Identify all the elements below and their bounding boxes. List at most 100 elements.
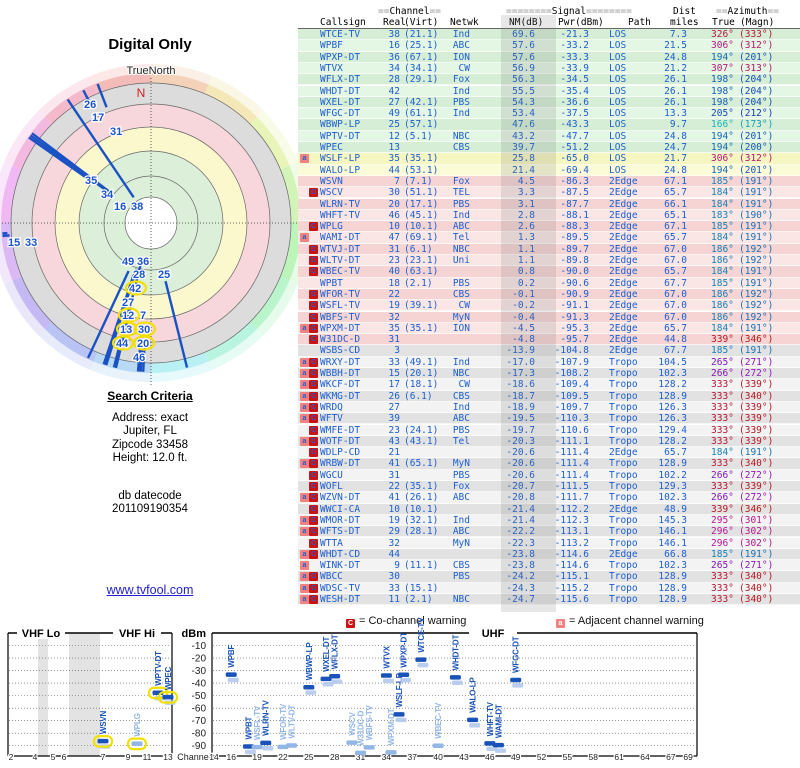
magnetic-azimuth-cell: (271°) bbox=[739, 560, 774, 572]
path-cell: Tropo bbox=[609, 379, 638, 391]
magnetic-azimuth-cell: (191°) bbox=[739, 322, 774, 334]
station-row: C WSFL-TV 19 (39.1) CW -0.2 -91.1 2Edge 67.0 186°… bbox=[298, 300, 800, 312]
distance-cell: 126.3 bbox=[658, 413, 687, 425]
virtual-channel-cell: (43.1) bbox=[404, 435, 439, 447]
dbm-tick-label: -50 bbox=[192, 691, 207, 702]
magnetic-azimuth-cell: (204°) bbox=[739, 96, 774, 108]
magnetic-azimuth-cell: (272°) bbox=[739, 368, 774, 379]
polar-spoke bbox=[142, 346, 146, 372]
magnetic-azimuth-cell: (339°) bbox=[739, 481, 774, 492]
path-cell: Tropo bbox=[609, 481, 638, 492]
tvfool-link[interactable]: www.tvfool.com bbox=[106, 583, 194, 597]
network-cell: Fox bbox=[452, 74, 470, 86]
station-row: WLRN-TV 20 (17.1) PBS 3.1 -87.7 2Edge 66.1 184° (… bbox=[298, 198, 800, 210]
signal-bar-shadow bbox=[305, 690, 317, 695]
network-cell: Ind bbox=[452, 209, 470, 221]
signal-bar bbox=[131, 741, 143, 746]
polar-rim-segment bbox=[90, 361, 151, 382]
virtual-channel-cell: (35.1) bbox=[404, 322, 439, 334]
signal-bar bbox=[363, 745, 375, 750]
real-channel-cell: 22 bbox=[388, 288, 400, 300]
polar-channel-label: 36 bbox=[137, 256, 149, 268]
path-cell: 2Edge bbox=[609, 288, 638, 300]
magnetic-azimuth-cell: (201°) bbox=[739, 130, 774, 142]
power-cell: -113.2 bbox=[554, 537, 589, 549]
station-row: a C WRXY-DT 33 (49.1) Ind -17.0 -107.9 Tropo 104.… bbox=[298, 356, 800, 368]
distance-cell: 21.2 bbox=[664, 62, 687, 74]
true-azimuth-cell: 333° bbox=[711, 390, 734, 402]
station-row: WPXP-DT 36 (67.1) ION 57.6 -33.3 LOS 24.8 194° (2… bbox=[298, 51, 800, 63]
co-channel-warning-badge: C bbox=[309, 301, 318, 311]
real-channel-cell: 9 bbox=[394, 560, 400, 572]
virtual-channel-cell: (26.1) bbox=[404, 492, 439, 504]
distance-cell: 67.0 bbox=[664, 243, 687, 255]
distance-cell: 146.1 bbox=[658, 537, 687, 549]
real-channel-cell: 10 bbox=[388, 503, 400, 515]
callsign-cell: WSVN bbox=[320, 175, 343, 187]
polar-label-highlight bbox=[132, 335, 156, 351]
uhf-channel-tick: 61 bbox=[614, 752, 624, 762]
distance-cell: 65.7 bbox=[664, 447, 687, 459]
power-cell: -111.4 bbox=[554, 447, 589, 459]
station-row: a C WBBH-DT 15 (20.1) NBC -17.3 -108.2 Tropo 102.… bbox=[298, 368, 800, 380]
real-channel-cell: 39 bbox=[388, 413, 400, 425]
signal-strength-charts: VHF Lo VHF Hi UHF dBm-10 -20-30 -40-50 -60-70 -… bbox=[7, 617, 698, 763]
magnetic-azimuth-cell: (312°) bbox=[739, 153, 774, 165]
uhf-channel-tick: 58 bbox=[589, 752, 599, 762]
co-channel-warning-badge: C bbox=[309, 515, 318, 525]
noise-margin-cell: -0.2 bbox=[512, 300, 535, 312]
real-channel-cell: 34 bbox=[388, 62, 400, 74]
signal-bar bbox=[355, 750, 367, 756]
vhf-lo-label-bg bbox=[17, 627, 65, 639]
real-channel-cell: 17 bbox=[388, 379, 400, 391]
station-row: C WBFS-TV 32 MyN -0.4 -91.3 2Edge 67.0 186° (192°… bbox=[298, 311, 800, 323]
magnetic-azimuth-cell: (191°) bbox=[739, 198, 774, 210]
real-channel-cell: 44 bbox=[388, 548, 400, 560]
noise-margin-cell: 55.5 bbox=[512, 85, 535, 97]
magnetic-azimuth-cell: (212°) bbox=[739, 108, 774, 120]
power-cell: -109.5 bbox=[554, 390, 589, 402]
signal-bar-label: WBEC-TV bbox=[434, 702, 443, 739]
uhf-channel-tick: 28 bbox=[330, 752, 340, 762]
real-channel-cell: 21 bbox=[388, 447, 400, 459]
power-cell: -111.1 bbox=[554, 435, 589, 447]
path-cell: 2Edge bbox=[609, 243, 638, 255]
north-letter: N bbox=[137, 86, 146, 100]
true-azimuth-cell: 184° bbox=[711, 447, 734, 459]
real-channel-cell: 33 bbox=[388, 582, 400, 594]
path-cell: 2Edge bbox=[609, 548, 638, 560]
station-row: WXEL-DT 27 (42.1) PBS 54.3 -36.6 LOS 26.1 198° (2… bbox=[298, 96, 800, 109]
distance-cell: 102.3 bbox=[658, 368, 687, 379]
distance-cell: 24.7 bbox=[664, 142, 687, 153]
distance-cell: 104.5 bbox=[658, 356, 687, 368]
true-azimuth-cell: 186° bbox=[711, 243, 734, 255]
network-cell: CW bbox=[458, 300, 470, 312]
polar-spoke bbox=[96, 83, 108, 108]
distance-cell: 128.9 bbox=[658, 458, 687, 470]
dbm-tick-label: -20 bbox=[192, 654, 207, 665]
noise-margin-cell: 39.7 bbox=[512, 142, 535, 153]
callsign-cell: WINK-DT bbox=[320, 560, 361, 572]
station-row: a C WMOR-DT 19 (32.1) Ind -21.4 -112.3 Tropo 145.… bbox=[298, 514, 800, 527]
polar-channel-label: 27 bbox=[122, 297, 134, 309]
station-row: C WOFL 22 (35.1) Fox -20.7 -111.5 Tropo 129.3 333… bbox=[298, 481, 800, 493]
real-channel-cell: 46 bbox=[388, 209, 400, 221]
magnetic-azimuth-cell: (340°) bbox=[739, 594, 774, 605]
callsign-cell: WMFE-DT bbox=[320, 424, 361, 436]
magnetic-azimuth-cell: (312°) bbox=[739, 40, 774, 52]
callsign-cell: WPXP-DT bbox=[320, 51, 361, 63]
magnetic-azimuth-cell: (191°) bbox=[739, 447, 774, 459]
power-cell: -91.1 bbox=[560, 300, 589, 312]
true-azimuth-cell: 333° bbox=[711, 424, 734, 436]
col-header: Path bbox=[628, 17, 651, 28]
search-line-city: Jupiter, FL bbox=[123, 425, 177, 437]
magnetic-azimuth-cell: (346°) bbox=[739, 503, 774, 515]
power-cell: -37.5 bbox=[560, 108, 589, 120]
co-channel-warning-badge: C bbox=[309, 369, 318, 378]
path-cell: Tropo bbox=[609, 390, 638, 402]
magnetic-azimuth-cell: (191°) bbox=[739, 187, 774, 199]
network-cell: NBC bbox=[452, 368, 470, 379]
polar-rim-segment bbox=[151, 352, 209, 373]
distance-cell: 128.9 bbox=[658, 594, 687, 605]
real-channel-cell: 41 bbox=[388, 492, 400, 504]
